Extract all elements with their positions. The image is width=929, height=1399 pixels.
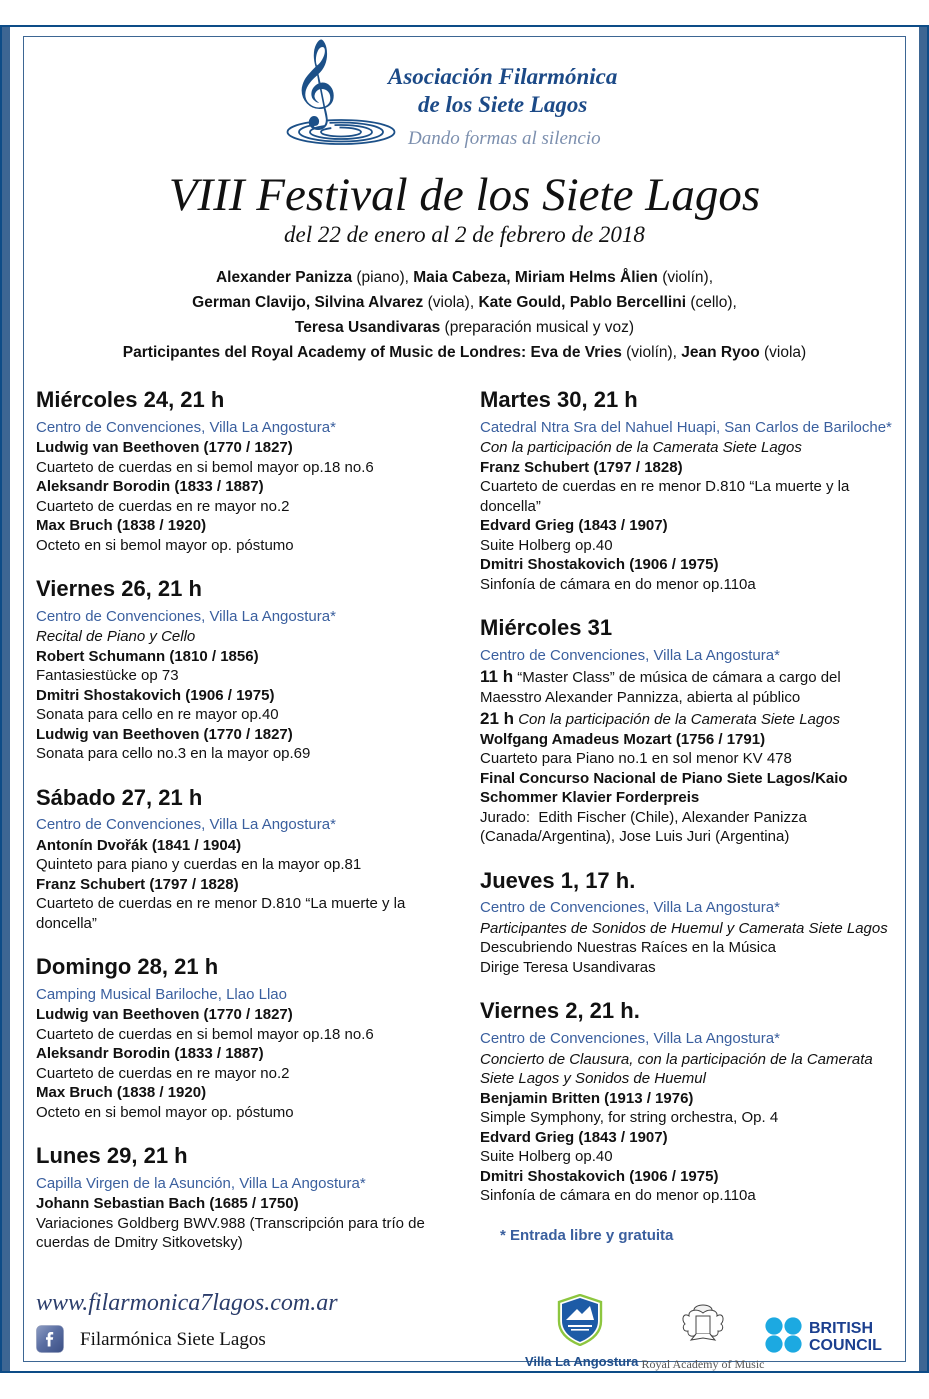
svg-text:COUNCIL: COUNCIL (809, 1337, 882, 1353)
svg-text:BRITISH: BRITISH (809, 1320, 873, 1337)
